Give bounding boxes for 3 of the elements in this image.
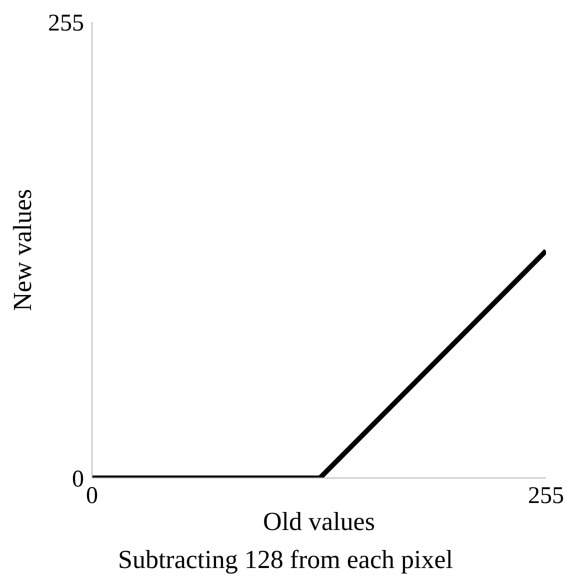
text: Subtracting 128 from each pixel	[116, 545, 454, 575]
y-axis-title: New values	[8, 188, 38, 312]
x-axis-title: Old values	[263, 507, 375, 536]
